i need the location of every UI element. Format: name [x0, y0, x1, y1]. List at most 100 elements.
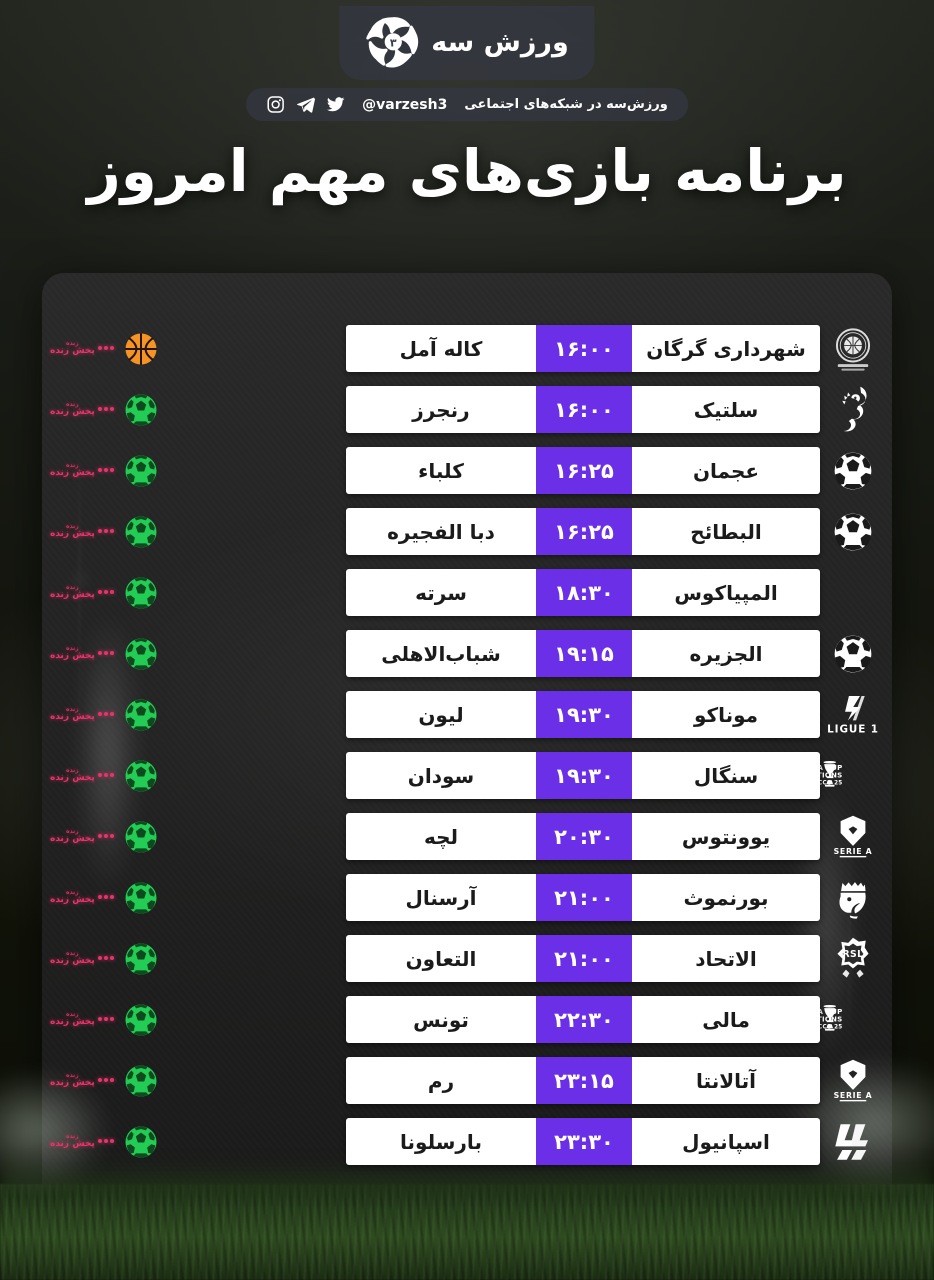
- football-icon: [124, 515, 158, 549]
- fixture-strip[interactable]: البطائح ۱۶:۲۵ دبا الفجیره: [346, 508, 820, 555]
- away-team-name: بارسلونا: [346, 1118, 536, 1165]
- live-badge[interactable]: زنده پخش زنده: [50, 767, 114, 784]
- basketball-icon: [124, 332, 158, 366]
- serie-a-logo: SERIE A: [820, 814, 886, 860]
- live-label-sub: زنده: [66, 705, 79, 713]
- match-row[interactable]: الجزیره ۱۹:۱۵ شباب‌الاهلی زنده پخش زنده: [42, 623, 892, 684]
- fixture-strip[interactable]: الجزیره ۱۹:۱۵ شباب‌الاهلی: [346, 630, 820, 677]
- live-label: زنده پخش زنده: [50, 705, 95, 723]
- match-time: ۱۶:۲۵: [536, 447, 632, 494]
- match-row[interactable]: سلتیک ۱۶:۰۰ رنجرز زنده پخش زنده: [42, 379, 892, 440]
- match-row[interactable]: عجمان ۱۶:۲۵ کلباء زنده پخش زنده: [42, 440, 892, 501]
- saudi-roshn-league-logo: RSL: [820, 936, 886, 982]
- football-icon: [124, 1003, 158, 1037]
- live-badge[interactable]: زنده پخش زنده: [50, 949, 114, 967]
- match-row[interactable]: LIGUE 1 موناکو ۱۹:۳۰ لیون زنده پخش زنده: [42, 684, 892, 745]
- live-badge[interactable]: زنده پخش زنده: [50, 462, 114, 479]
- fixture-strip[interactable]: بورنموث ۲۱:۰۰ آرسنال: [346, 874, 820, 921]
- match-row[interactable]: AFRICA CUPOF NATIONSMOROCCO 25سنگال۱۹:۳۰…: [42, 745, 892, 806]
- fixture-strip[interactable]: عجمان ۱۶:۲۵ کلباء: [346, 447, 820, 494]
- match-row[interactable]: AFRICA CUPOF NATIONSMOROCCO 25مالی۲۲:۳۰ت…: [42, 989, 892, 1050]
- live-dot: [103, 1017, 108, 1022]
- live-dot: [103, 895, 108, 900]
- away-team-name: رنجرز: [346, 386, 536, 433]
- live-badge[interactable]: زنده پخش زنده: [50, 1011, 114, 1028]
- live-label-main: پخش زنده: [50, 772, 95, 783]
- live-badge[interactable]: زنده پخش زنده: [50, 1133, 114, 1150]
- row-meta: زنده پخش زنده: [42, 332, 346, 366]
- live-dot: [109, 1017, 114, 1022]
- match-row[interactable]: RSL الاتحاد ۲۱:۰۰ التعاون زنده پخش زنده: [42, 928, 892, 989]
- away-team-name: سودان: [346, 752, 536, 799]
- svg-text:OF NATIONS: OF NATIONS: [820, 770, 843, 779]
- live-badge[interactable]: زنده پخش زنده: [50, 340, 114, 357]
- row-meta: زنده پخش زنده: [42, 637, 346, 671]
- live-label: زنده پخش زنده: [50, 645, 95, 662]
- live-label-sub: زنده: [66, 949, 79, 957]
- live-badge[interactable]: زنده پخش زنده: [50, 523, 114, 540]
- brand-name: ورزش سه: [431, 26, 569, 58]
- live-badge[interactable]: زنده پخش زنده: [50, 889, 114, 906]
- fixture-strip[interactable]: سنگال ۱۹:۳۰ سودان: [346, 752, 820, 799]
- live-dot: [103, 834, 108, 839]
- row-meta: زنده پخش زنده: [42, 1003, 346, 1037]
- live-badge[interactable]: زنده پخش زنده: [50, 705, 114, 723]
- match-row[interactable]: البطائح ۱۶:۲۵ دبا الفجیره زنده پخش زنده: [42, 501, 892, 562]
- live-label-main: پخش زنده: [50, 528, 95, 539]
- row-meta: زنده پخش زنده: [42, 393, 346, 427]
- svg-text:RSL: RSL: [842, 949, 863, 960]
- premier-league-logo: [820, 875, 886, 921]
- match-row[interactable]: المپیاکوس ۱۸:۳۰ سرته زنده پخش زنده: [42, 562, 892, 623]
- home-team-name: مالی: [632, 996, 820, 1043]
- row-meta: زنده پخش زنده: [42, 698, 346, 732]
- match-time: ۲۱:۰۰: [536, 935, 632, 982]
- instagram-icon[interactable]: [266, 95, 285, 114]
- live-badge[interactable]: زنده پخش زنده: [50, 828, 114, 845]
- live-dots: [97, 1139, 114, 1144]
- match-row[interactable]: SERIE A یوونتوس ۲۰:۳۰ لچه زنده پخش زنده: [42, 806, 892, 867]
- live-dot: [109, 1139, 114, 1144]
- live-badge[interactable]: زنده پخش زنده: [50, 645, 114, 662]
- fixture-strip[interactable]: مالی ۲۲:۳۰ تونس: [346, 996, 820, 1043]
- match-row[interactable]: اسپانیول ۲۳:۳۰ بارسلونا زنده پخش زنده: [42, 1111, 892, 1172]
- live-dot: [103, 590, 108, 595]
- match-row[interactable]: شهرداری گرگان ۱۶:۰۰ کاله آمل زنده پخش زنده: [42, 318, 892, 379]
- live-dot: [97, 1078, 102, 1083]
- match-time: ۱۹:۱۵: [536, 630, 632, 677]
- fixture-strip[interactable]: الاتحاد ۲۱:۰۰ التعاون: [346, 935, 820, 982]
- away-team-name: کاله آمل: [346, 325, 536, 372]
- live-badge[interactable]: زنده پخش زنده: [50, 584, 114, 601]
- football-icon: [124, 1064, 158, 1098]
- football-icon: [124, 393, 158, 427]
- live-badge[interactable]: زنده پخش زنده: [50, 401, 114, 418]
- twitter-icon[interactable]: [326, 95, 345, 114]
- live-dot: [103, 407, 108, 412]
- serie-a-logo: SERIE A: [820, 1058, 886, 1104]
- live-dot: [109, 651, 114, 656]
- fixture-strip[interactable]: شهرداری گرگان ۱۶:۰۰ کاله آمل: [346, 325, 820, 372]
- fixture-strip[interactable]: آتالانتا ۲۳:۱۵ رم: [346, 1057, 820, 1104]
- match-time: ۲۲:۳۰: [536, 996, 632, 1043]
- fixture-strip[interactable]: موناکو ۱۹:۳۰ لیون: [346, 691, 820, 738]
- fixture-strip[interactable]: المپیاکوس ۱۸:۳۰ سرته: [346, 569, 820, 616]
- live-badge[interactable]: زنده پخش زنده: [50, 1072, 114, 1089]
- social-handle[interactable]: @varzesh3: [362, 96, 448, 113]
- match-row[interactable]: SERIE A آتالانتا ۲۳:۱۵ رم زنده پخش زنده: [42, 1050, 892, 1111]
- fixture-strip[interactable]: اسپانیول ۲۳:۳۰ بارسلونا: [346, 1118, 820, 1165]
- ligue1-logo: LIGUE 1: [820, 693, 886, 737]
- live-dot: [109, 895, 114, 900]
- live-dot: [103, 468, 108, 473]
- live-dots: [97, 1078, 114, 1083]
- away-team-name: لچه: [346, 813, 536, 860]
- fixture-strip[interactable]: سلتیک ۱۶:۰۰ رنجرز: [346, 386, 820, 433]
- fixture-strip[interactable]: یوونتوس ۲۰:۳۰ لچه: [346, 813, 820, 860]
- home-team-name: سلتیک: [632, 386, 820, 433]
- match-row[interactable]: بورنموث ۲۱:۰۰ آرسنال زنده پخش زنده: [42, 867, 892, 928]
- home-team-name: البطائح: [632, 508, 820, 555]
- football-icon: [124, 637, 158, 671]
- match-time: ۲۱:۰۰: [536, 874, 632, 921]
- telegram-icon[interactable]: [296, 95, 315, 114]
- live-dot: [97, 590, 102, 595]
- live-label: زنده پخش زنده: [50, 462, 95, 479]
